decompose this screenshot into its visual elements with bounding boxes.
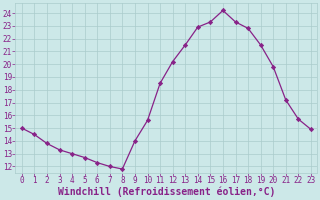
X-axis label: Windchill (Refroidissement éolien,°C): Windchill (Refroidissement éolien,°C) (58, 187, 275, 197)
